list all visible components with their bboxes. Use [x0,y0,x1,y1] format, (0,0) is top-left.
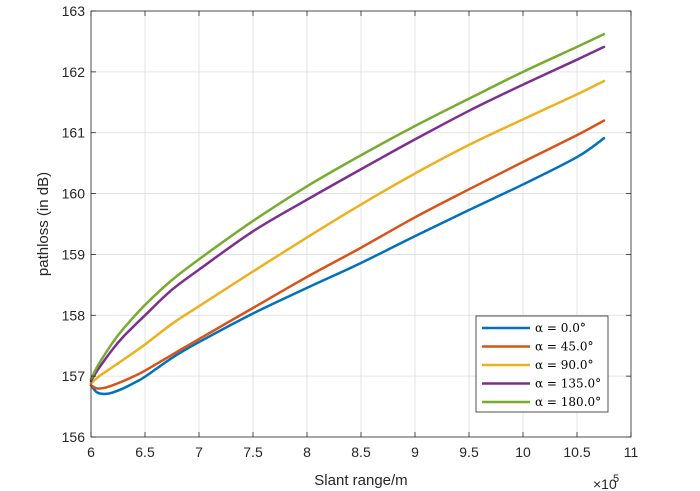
series-line-3 [89,45,606,383]
y-axis-label: pathloss (in dB) [35,172,52,276]
x-tick-label: 10.5 [563,444,590,460]
x-tick-label: 9 [411,444,419,460]
x-tick-label: 7.5 [243,444,263,460]
x-tick-label: 7 [195,444,203,460]
x-tick-label: 6.5 [135,444,155,460]
series-line-4 [89,32,606,381]
x-tick-label: 8 [303,444,311,460]
series-line-1 [89,119,606,390]
y-tick-label: 159 [62,246,86,262]
y-tick-label: 158 [62,307,86,323]
y-tick-label: 157 [62,368,86,384]
x-exponent-label: ×10 5 [593,473,619,491]
x-exponent-base: ×10 [593,476,617,491]
series-line-0 [89,136,606,396]
x-tick-label: 10 [515,444,531,460]
legend-label-4: α = 180.0° [535,395,601,409]
y-tick-label: 162 [62,64,86,80]
legend-label-1: α = 45.0° [535,340,594,354]
legend: α = 0.0° α = 45.0° α = 90.0° α = 135.0° α = … [475,315,609,413]
y-tick-label: 161 [62,125,86,141]
tick-labels: 6 6.5 7 7.5 8 8.5 9 9.5 10 10.5 11 156 157 158 159 160 1… [62,3,639,460]
x-exponent-power: 5 [613,473,619,485]
y-tick-label: 160 [62,186,86,202]
legend-label-0: α = 0.0° [535,321,586,335]
legend-label-2: α = 90.0° [535,358,594,372]
x-axis-label: Slant range/m [314,472,407,489]
y-tick-label: 156 [62,429,86,445]
y-tick-label: 163 [62,3,86,19]
axis-ticks [90,10,632,438]
x-tick-label: 6 [87,444,95,460]
x-tick-label: 9.5 [459,444,479,460]
series-line-2 [89,79,606,385]
legend-label-3: α = 135.0° [535,377,601,391]
series-lines [89,32,606,396]
x-tick-label: 8.5 [351,444,371,460]
x-tick-label: 11 [624,444,639,460]
